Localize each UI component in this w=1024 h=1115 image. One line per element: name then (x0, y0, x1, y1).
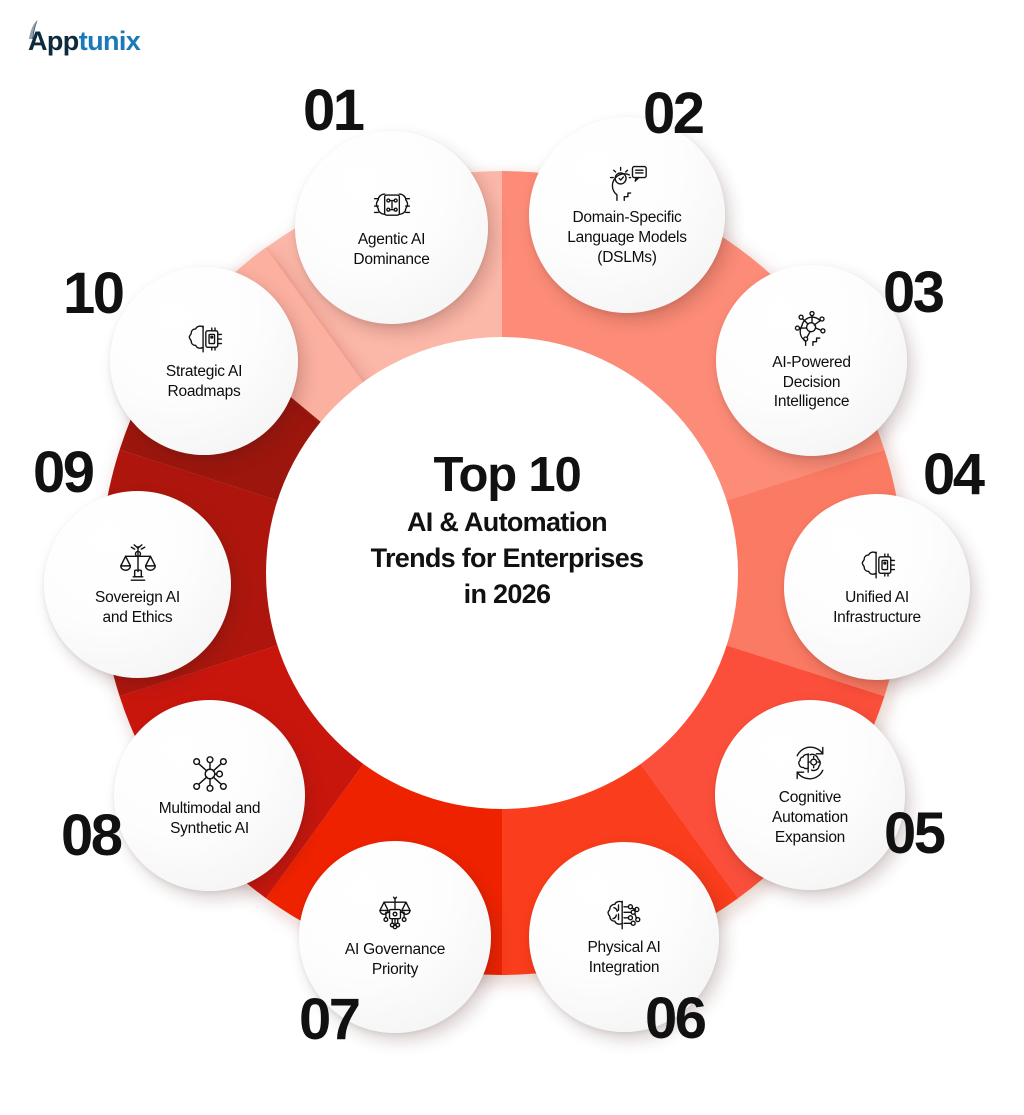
brain-circuit-icon (370, 186, 414, 226)
node-03-ai-powered-decision-intelligence[interactable]: AI-Powered Decision Intelligence (716, 265, 907, 456)
center-title-line4: in 2026 (463, 579, 551, 610)
node-07-ai-governance-priority[interactable]: AI Governance Priority (299, 841, 491, 1033)
center-title-line3: Trends for Enterprises (370, 543, 644, 574)
balance-scales-icon (115, 542, 161, 584)
node-01-agentic-ai-dominance[interactable]: Agentic AI Dominance (295, 131, 488, 324)
step-number-01: 01 (303, 78, 365, 143)
step-number-07: 07 (299, 987, 361, 1052)
node-label-09: Sovereign AI and Ethics (95, 588, 180, 626)
step-number-02: 02 (643, 81, 705, 146)
node-label-01: Agentic AI Dominance (353, 230, 430, 268)
brain-chip-icon (855, 546, 899, 584)
step-number-09: 09 (33, 440, 95, 505)
step-number-08: 08 (61, 803, 123, 868)
step-number-04: 04 (923, 442, 985, 507)
node-label-02: Domain-Specific Language Models (DSLMs) (567, 209, 687, 266)
node-label-08: Multimodal and Synthetic AI (158, 799, 261, 837)
step-number-03: 03 (883, 260, 945, 325)
node-04-unified-ai-infrastructure[interactable]: Unified AI Infrastructure (784, 494, 970, 680)
center-title: Top 10 AI & Automation Trends for Enterp… (362, 448, 652, 613)
brand-logo: App tunix (28, 20, 141, 56)
node-label-04: Unified AI Infrastructure (833, 589, 921, 626)
ring-inner-hole (266, 337, 738, 809)
brand-name-part2: tunix (78, 26, 141, 56)
brand-name-part1: App (28, 26, 79, 56)
step-number-10: 10 (63, 261, 125, 326)
node-06-physical-ai-integration[interactable]: Physical AI Integration (529, 842, 719, 1032)
brain-chip-icon (182, 320, 226, 358)
node-label-07: AI Governance Priority (344, 941, 446, 978)
head-network-node-icon (789, 309, 835, 349)
step-number-05: 05 (884, 801, 946, 866)
node-02-domain-specific-language-models[interactable]: Domain-Specific Language Models (DSLMs) (529, 117, 725, 313)
node-label-03: AI-Powered Decision Intelligence (772, 353, 851, 411)
scales-circuit-icon (373, 894, 417, 936)
network-hub-icon (187, 753, 233, 795)
head-chat-gear-icon (604, 162, 650, 204)
node-09-sovereign-ai-and-ethics[interactable]: Sovereign AI and Ethics (44, 491, 231, 678)
node-05-cognitive-automation-expansion[interactable]: Cognitive Automation Expansion (715, 700, 905, 890)
node-10-strategic-ai-roadmaps[interactable]: Strategic AI Roadmaps (110, 267, 298, 455)
node-label-05: Cognitive Automation Expansion (772, 789, 848, 846)
node-label-10: Strategic AI Roadmaps (165, 363, 243, 400)
brain-circuit-split-icon (602, 896, 646, 934)
center-title-line1: Top 10 (433, 448, 581, 502)
node-08-multimodal-and-synthetic-ai[interactable]: Multimodal and Synthetic AI (114, 700, 305, 891)
brain-gear-refresh-icon (788, 742, 832, 784)
center-title-line2: AI & Automation (407, 507, 608, 538)
step-number-06: 06 (645, 986, 707, 1051)
node-label-06: Physical AI Integration (587, 939, 661, 976)
